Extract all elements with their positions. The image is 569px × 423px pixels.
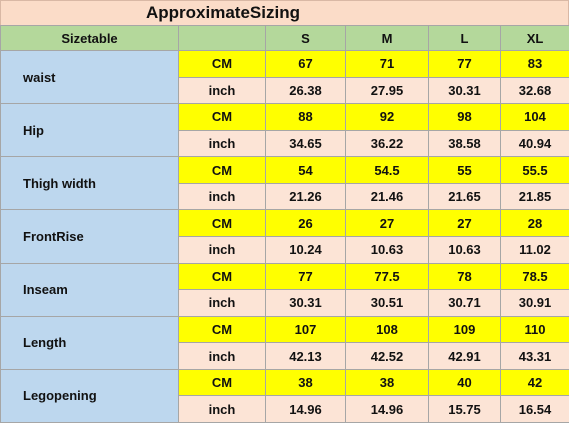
unit: inch: [178, 182, 266, 211]
size-value: 36.22: [345, 129, 429, 158]
size-value: 30.51: [345, 289, 429, 317]
size-header: L: [428, 25, 501, 51]
size-value: 14.96: [345, 395, 429, 423]
title: ApproximateSizing: [0, 0, 569, 26]
size-value: 71: [345, 50, 429, 78]
size-value: 55.5: [500, 156, 569, 184]
size-value: 110: [500, 315, 569, 344]
measure-name: FrontRise: [0, 209, 179, 264]
size-value: 28: [500, 209, 569, 237]
size-value: 92: [345, 103, 429, 131]
size-value: 77: [428, 50, 501, 78]
size-value: 38: [345, 368, 429, 397]
size-value: 10.63: [345, 236, 429, 264]
measure-name: Legopening: [0, 368, 179, 423]
size-value: 109: [428, 315, 501, 344]
size-value: 77: [265, 262, 346, 291]
size-value: 54: [265, 156, 346, 184]
size-value: 98: [428, 103, 501, 131]
size-value: 42.52: [345, 342, 429, 370]
unit: CM: [178, 315, 266, 344]
measure-name: Inseam: [0, 262, 179, 317]
unit: inch: [178, 236, 266, 264]
size-value: 21.26: [265, 182, 346, 211]
size-value: 30.31: [428, 76, 501, 105]
size-value: 40: [428, 368, 501, 397]
size-value: 16.54: [500, 395, 569, 423]
size-header: S: [265, 25, 346, 51]
size-value: 108: [345, 315, 429, 344]
size-value: 55: [428, 156, 501, 184]
size-header: XL: [500, 25, 569, 51]
size-value: 42: [500, 368, 569, 397]
unit: inch: [178, 342, 266, 370]
size-value: 21.65: [428, 182, 501, 211]
size-value: 10.24: [265, 236, 346, 264]
size-value: 88: [265, 103, 346, 131]
unit: CM: [178, 262, 266, 291]
header-cell: [178, 25, 266, 51]
size-value: 10.63: [428, 236, 501, 264]
size-value: 78.5: [500, 262, 569, 291]
size-value: 14.96: [265, 395, 346, 423]
size-header: M: [345, 25, 429, 51]
measure-name: waist: [0, 50, 179, 105]
size-value: 42.91: [428, 342, 501, 370]
size-value: 27: [345, 209, 429, 237]
measure-name: Thigh width: [0, 156, 179, 211]
size-value: 11.02: [500, 236, 569, 264]
unit: inch: [178, 395, 266, 423]
size-value: 21.85: [500, 182, 569, 211]
size-value: 30.91: [500, 289, 569, 317]
size-value: 54.5: [345, 156, 429, 184]
unit: inch: [178, 289, 266, 317]
measure-name: Hip: [0, 103, 179, 158]
unit: inch: [178, 129, 266, 158]
size-value: 30.71: [428, 289, 501, 317]
size-value: 27: [428, 209, 501, 237]
size-value: 67: [265, 50, 346, 78]
size-value: 30.31: [265, 289, 346, 317]
size-value: 15.75: [428, 395, 501, 423]
size-value: 78: [428, 262, 501, 291]
size-value: 43.31: [500, 342, 569, 370]
unit: CM: [178, 50, 266, 78]
unit: CM: [178, 368, 266, 397]
size-value: 77.5: [345, 262, 429, 291]
size-value: 42.13: [265, 342, 346, 370]
size-value: 104: [500, 103, 569, 131]
header-label: Sizetable: [0, 25, 179, 51]
size-value: 21.46: [345, 182, 429, 211]
size-value: 26.38: [265, 76, 346, 105]
unit: CM: [178, 103, 266, 131]
unit: CM: [178, 156, 266, 184]
size-value: 38.58: [428, 129, 501, 158]
size-value: 34.65: [265, 129, 346, 158]
size-value: 38: [265, 368, 346, 397]
size-value: 32.68: [500, 76, 569, 105]
size-value: 27.95: [345, 76, 429, 105]
size-value: 83: [500, 50, 569, 78]
size-value: 26: [265, 209, 346, 237]
size-value: 107: [265, 315, 346, 344]
measure-name: Length: [0, 315, 179, 370]
size-value: 40.94: [500, 129, 569, 158]
unit: CM: [178, 209, 266, 237]
unit: inch: [178, 76, 266, 105]
